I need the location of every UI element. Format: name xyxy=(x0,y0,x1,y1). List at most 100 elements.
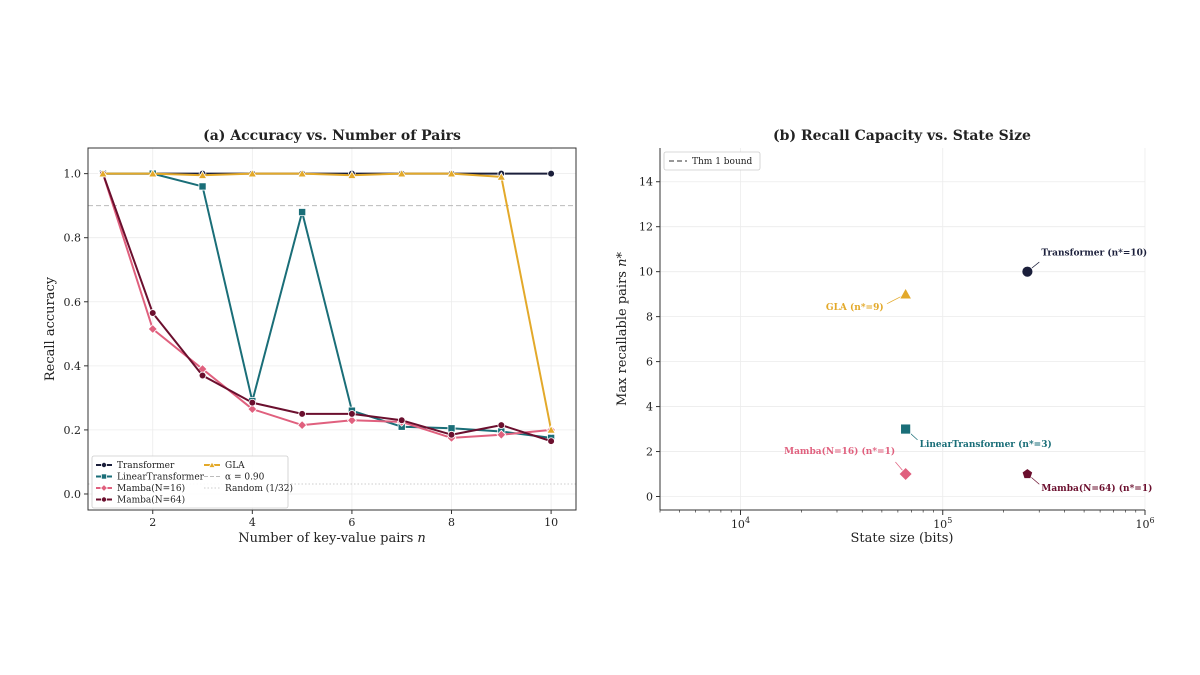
panel-a-reference-lines xyxy=(88,205,576,485)
annotation-gla: GLA (n*=9) xyxy=(826,302,884,313)
point-gla-2 xyxy=(147,168,158,178)
panel-a-title: (a) Accuracy vs. Number of Pairs xyxy=(203,128,461,144)
panel-b-x-ticks: 104 105 106 xyxy=(659,510,1155,531)
x-axis-variable: n xyxy=(417,531,425,546)
x-tick-label: 10 xyxy=(544,516,558,529)
point-gla-5 xyxy=(297,168,307,178)
series-mamba-n-16 xyxy=(97,168,557,443)
point-gla-10 xyxy=(546,425,556,434)
point-mamba-n-64-2 xyxy=(148,309,157,317)
scatter-group-gla: GLA (n*=9) xyxy=(826,287,913,313)
panel-b-points: Transformer (n*=10) GLA (n*=9) LinearTrans… xyxy=(784,248,1152,494)
point-gla-3 xyxy=(197,170,208,179)
y-tick-label: 0.6 xyxy=(64,296,82,309)
point-mamba-n-64-5 xyxy=(298,410,306,418)
x-tick-label: 8 xyxy=(448,516,455,529)
y-tick-label: 8 xyxy=(646,311,653,324)
panel-a-x-axis-label-text: Number of key-value pairs xyxy=(238,531,417,546)
y-tick-label: 14 xyxy=(639,176,653,189)
y-tick-label: 0 xyxy=(646,491,653,504)
x-tick-label: 4 xyxy=(249,516,256,529)
point-lineartransformer xyxy=(900,423,912,435)
point-gla-4 xyxy=(247,168,258,178)
point-mamba-n-64-10 xyxy=(547,437,555,445)
y-tick-label: 10 xyxy=(639,266,653,279)
legend-marker-gla xyxy=(208,461,216,468)
panel-b-grid xyxy=(660,148,1146,510)
panel-a-accuracy-chart: (a) Accuracy vs. Number of Pairs 2 4 6 8 10 … xyxy=(43,128,577,546)
point-gla-9 xyxy=(496,171,507,181)
point-mamba-n-16 xyxy=(898,466,913,482)
series-line-mamba-n-16 xyxy=(101,173,552,439)
panel-b-y-ticks: 0 2 4 6 8 10 12 14 xyxy=(639,176,660,504)
x-tick-label: 104 xyxy=(731,516,750,531)
legend-label-mamba-n-64: Mamba(N=64) xyxy=(117,495,185,506)
panel-b-y-axis-label: Max recallable pairs n* xyxy=(615,252,630,406)
point-mamba-n-64-4 xyxy=(248,398,257,407)
y-tick-label: 1.0 xyxy=(64,168,82,181)
legend-label-random-1-32: Random (1/32) xyxy=(225,483,293,494)
panel-a-x-axis-label: Number of key-value pairs n xyxy=(238,531,426,546)
panel-a-legend: Transformer LinearTransformerMamba(N=16)M… xyxy=(91,455,293,509)
point-gla-8 xyxy=(446,168,457,178)
panel-b-x-axis-label: State size (bits) xyxy=(851,531,954,546)
x-tick-label: 6 xyxy=(348,516,355,529)
x-tick-label: 105 xyxy=(933,516,952,531)
scatter-group-transformer: Transformer (n*=10) xyxy=(1021,248,1147,278)
point-mamba-n-64-3 xyxy=(198,371,207,380)
series-mamba-n-64 xyxy=(99,169,555,445)
point-gla-7 xyxy=(396,168,407,178)
point-mamba-n-16-5 xyxy=(297,420,308,431)
legend-marker-lineartransformer xyxy=(101,473,108,480)
x-tick-label: 106 xyxy=(1135,516,1154,531)
scatter-group-lineartransformer: LinearTransformer (n*=3) xyxy=(900,423,1052,450)
series-line-gla xyxy=(102,172,553,431)
scatter-group-mamba-n-64: Mamba(N=64) (n*=1) xyxy=(1021,468,1152,494)
series-lineartransformer xyxy=(98,169,556,442)
x-tick-label: 2 xyxy=(149,516,156,529)
annotation-transformer: Transformer (n*=10) xyxy=(1041,248,1147,259)
point-mamba-n-64-9 xyxy=(497,421,506,429)
legend-marker-transformer xyxy=(101,461,108,468)
annotation-lineartransformer: LinearTransformer (n*=3) xyxy=(920,439,1052,450)
point-mamba-n-16-6 xyxy=(346,415,357,426)
legend-label-transformer: Transformer xyxy=(117,461,175,471)
panel-b-legend: Thm 1 bound xyxy=(663,151,761,171)
legend-label-gla: GLA xyxy=(225,461,245,471)
panel-a-y-axis-label: Recall accuracy xyxy=(43,276,58,381)
y-tick-label: 0.4 xyxy=(64,360,82,373)
panel-b-title: (b) Recall Capacity vs. State Size xyxy=(773,128,1031,144)
point-lineartransformer-8 xyxy=(447,424,456,433)
panel-a-frame xyxy=(87,147,577,511)
point-mamba-n-64-8 xyxy=(447,430,456,439)
point-gla xyxy=(898,287,913,300)
point-lineartransformer-5 xyxy=(298,208,307,217)
point-mamba-n-16-9 xyxy=(496,429,507,440)
y-tick-label: 12 xyxy=(639,221,653,234)
legend-marker-mamba-n-64 xyxy=(101,496,108,503)
series-line-mamba-n-64 xyxy=(101,173,552,443)
point-gla-6 xyxy=(347,170,357,179)
point-mamba-n-64-6 xyxy=(348,410,356,418)
y-tick-label: 0.2 xyxy=(64,424,82,437)
point-mamba-n-16-2 xyxy=(147,324,158,334)
point-gla-1 xyxy=(98,168,108,178)
point-mamba-n-64 xyxy=(1021,468,1034,479)
point-mamba-n-16-4 xyxy=(247,404,258,415)
point-transformer-10 xyxy=(547,169,555,178)
panel-a-x-ticks: 2 4 6 8 10 xyxy=(149,510,558,529)
legend-label-mamba-n-16: Mamba(N=16) xyxy=(117,483,185,494)
point-mamba-n-64-7 xyxy=(397,416,406,425)
y-tick-label: 6 xyxy=(646,356,653,369)
legend-marker-mamba-n-16 xyxy=(100,484,108,492)
series-line-lineartransformer xyxy=(102,172,552,439)
annotation-mamba-n-16: Mamba(N=16) (n*=1) xyxy=(784,446,895,457)
point-lineartransformer-3 xyxy=(198,182,207,191)
y-tick-label: 4 xyxy=(646,401,653,414)
y-tick-label: 2 xyxy=(646,446,653,459)
legend-thm1-bound-label: Thm 1 bound xyxy=(692,157,753,167)
annotation-mamba-n-64: Mamba(N=64) (n*=1) xyxy=(1041,483,1152,494)
panel-a-series xyxy=(97,168,557,445)
legend-label-0-90: α = 0.90 xyxy=(225,473,265,483)
